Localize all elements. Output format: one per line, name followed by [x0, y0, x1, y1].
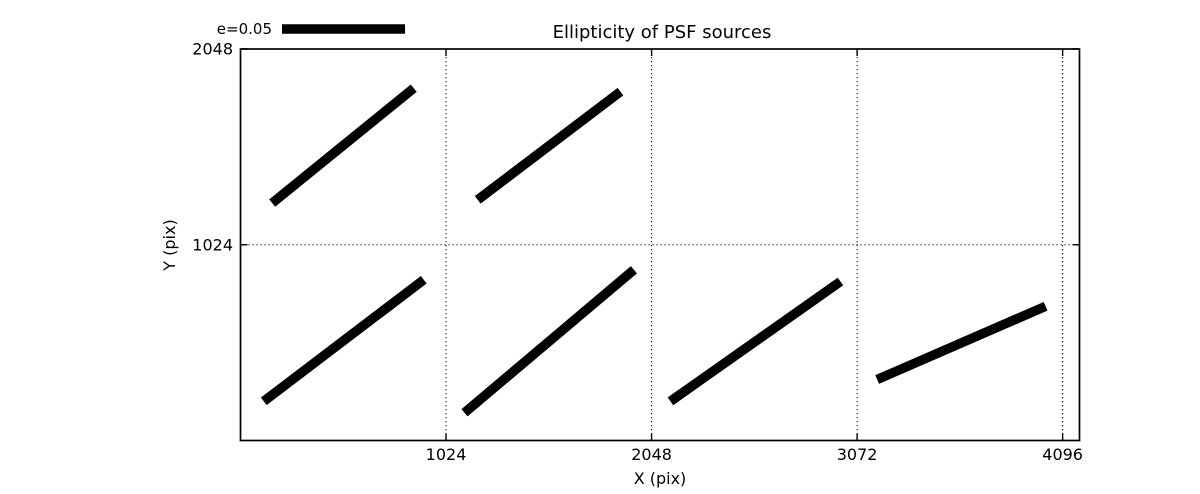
x-tick-label: 1024: [426, 445, 467, 464]
ellipticity-whisker: [269, 84, 417, 207]
plot-border: [239, 48, 1081, 442]
ellipticity-whisker: [474, 87, 624, 204]
y-tick-label: 1024: [192, 235, 233, 254]
ellipticity-whisker: [875, 301, 1048, 384]
ellipticity-whisker: [461, 266, 637, 417]
legend-label: e=0.05: [217, 20, 272, 38]
x-axis-label: X (pix): [634, 469, 687, 488]
grid-layer: [240, 48, 1080, 441]
ellipticity-whisker: [667, 277, 844, 406]
legend: e=0.05: [217, 20, 405, 38]
tick-label-layer: 1024 2048 3072 4096 1024 2048: [192, 40, 1083, 465]
chart-title: Ellipticity of PSF sources: [553, 22, 772, 43]
ellipticity-whisker: [260, 275, 427, 406]
x-tick-label: 3072: [837, 445, 878, 464]
whisker-layer: [260, 84, 1048, 417]
x-tick-label: 4096: [1042, 445, 1083, 464]
y-axis-label: Y (pix): [160, 219, 179, 271]
y-tick-label: 2048: [192, 40, 233, 59]
x-tick-label: 2048: [631, 445, 672, 464]
